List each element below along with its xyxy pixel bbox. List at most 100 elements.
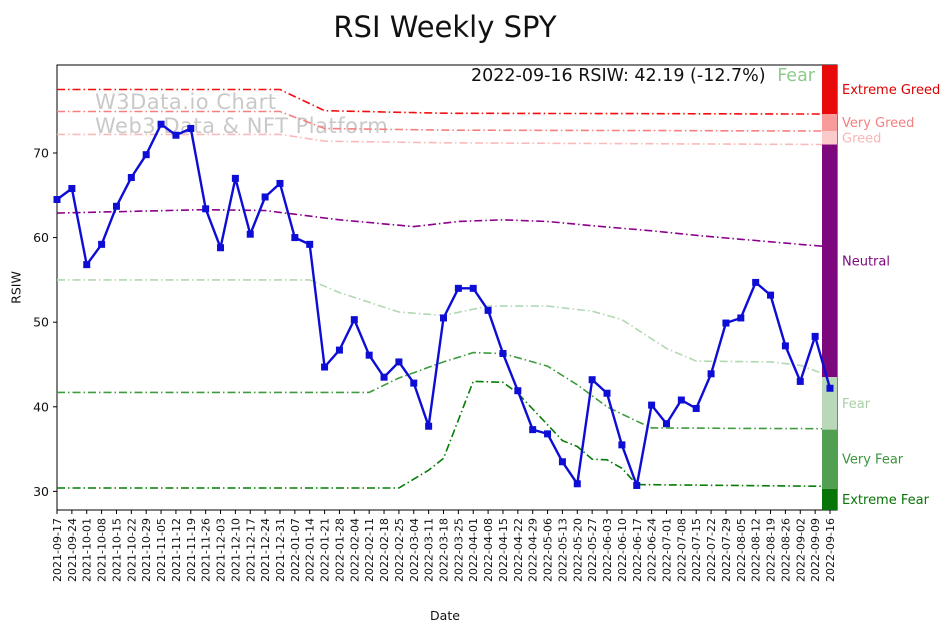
sentiment-bar-extreme-fear <box>822 488 837 510</box>
rsiw-marker-2022-02-18 <box>380 373 388 381</box>
rsiw-marker-2022-09-16 <box>826 384 834 392</box>
rsiw-marker-2021-12-24 <box>261 193 269 201</box>
x-tick-label: 2022-09-02 <box>794 518 807 582</box>
x-tick-label: 2022-01-28 <box>333 518 346 582</box>
x-tick-label: 2022-06-24 <box>646 518 659 582</box>
x-tick-label: 2021-10-22 <box>125 518 138 582</box>
x-tick-label: 2022-04-22 <box>512 518 525 582</box>
rsiw-marker-2022-02-04 <box>350 316 358 324</box>
threshold-line-very-fear <box>57 351 831 430</box>
x-tick-label: 2022-08-05 <box>735 518 748 582</box>
rsiw-marker-2021-09-17 <box>53 196 61 204</box>
threshold-line-neutral <box>56 208 831 248</box>
rsiw-marker-2021-11-26 <box>202 205 210 213</box>
x-tick-label: 2021-11-12 <box>170 518 183 582</box>
rsiw-marker-2022-03-04 <box>410 379 418 387</box>
rsiw-marker-2022-06-03 <box>603 389 611 397</box>
rsiw-marker-2021-09-24 <box>68 185 76 193</box>
rsiw-marker-2022-06-10 <box>618 441 626 449</box>
rsiw-marker-2022-03-18 <box>440 314 447 322</box>
sentiment-bar-neutral <box>822 144 837 378</box>
rsiw-marker-2022-05-27 <box>588 376 596 384</box>
x-tick-label: 2022-05-20 <box>571 518 584 582</box>
x-tick-label: 2022-02-11 <box>363 518 376 582</box>
zone-label-neutral: Neutral <box>842 254 890 269</box>
threshold-line-greed <box>57 133 830 146</box>
x-tick-label: 2021-11-19 <box>185 518 198 582</box>
rsiw-marker-2021-10-29 <box>142 151 150 159</box>
y-tick-label: 30 <box>33 484 49 499</box>
sentiment-bar-very-fear <box>822 429 837 489</box>
x-tick-label: 2022-01-14 <box>304 518 317 582</box>
rsiw-marker-2022-06-17 <box>633 481 641 489</box>
rsiw-marker-2022-07-01 <box>662 420 670 428</box>
x-tick-label: 2022-02-25 <box>393 518 406 582</box>
rsiw-marker-2021-11-05 <box>157 120 165 128</box>
latest-value-annotation: 2022-09-16 RSIW: 42.19 (-12.7%) Fear <box>471 66 815 86</box>
rsiw-marker-2022-01-14 <box>306 240 314 248</box>
rsiw-marker-2022-04-22 <box>514 387 522 395</box>
watermark-line1: W3Data.io Chart <box>95 90 277 114</box>
rsiw-marker-2021-12-10 <box>231 174 239 182</box>
annotation-status: Fear <box>777 66 815 86</box>
rsiw-marker-2022-04-08 <box>484 306 492 314</box>
rsiw-marker-2021-10-08 <box>98 240 106 248</box>
rsiw-marker-2021-12-31 <box>276 179 284 187</box>
rsiw-marker-2022-04-29 <box>529 426 537 434</box>
chart-title: RSI Weekly SPY <box>333 10 557 44</box>
x-tick-label: 2022-09-16 <box>824 518 837 582</box>
x-tick-label: 2022-07-01 <box>660 518 673 582</box>
x-tick-label: 2021-10-01 <box>81 518 94 582</box>
rsiw-marker-2022-09-09 <box>811 332 819 340</box>
x-tick-label: 2021-12-17 <box>244 518 257 582</box>
rsiw-marker-2022-05-13 <box>558 458 566 466</box>
x-tick-label: 2022-06-17 <box>631 518 644 582</box>
y-tick-label: 70 <box>33 145 49 160</box>
rsiw-marker-2022-07-22 <box>707 370 715 378</box>
x-tick-label: 2022-06-03 <box>601 518 614 582</box>
rsiw-marker-2021-12-03 <box>217 244 225 252</box>
x-tick-label: 2022-09-09 <box>809 518 822 582</box>
rsiw-marker-2022-07-29 <box>722 319 730 327</box>
threshold-line-extreme-greed <box>57 88 831 115</box>
x-tick-label: 2022-07-22 <box>705 518 718 582</box>
x-tick-label: 2022-05-27 <box>586 518 599 582</box>
zone-label-extreme-fear: Extreme Fear <box>842 493 930 508</box>
rsiw-marker-2022-01-21 <box>321 363 329 371</box>
x-tick-label: 2022-03-18 <box>438 518 451 582</box>
threshold-line-extreme-fear <box>57 380 831 489</box>
rsiw-marker-2021-11-19 <box>187 124 195 132</box>
rsiw-marker-2021-12-17 <box>246 230 254 238</box>
x-tick-label: 2022-08-12 <box>750 518 763 582</box>
rsiw-marker-2022-03-11 <box>425 422 433 430</box>
x-tick-label: 2022-07-29 <box>720 518 733 582</box>
rsiw-marker-2021-11-12 <box>172 131 180 139</box>
x-tick-label: 2021-12-24 <box>259 518 272 582</box>
rsiw-marker-2022-08-19 <box>767 291 775 299</box>
rsiw-marker-2022-05-06 <box>544 430 552 438</box>
x-tick-label: 2021-10-15 <box>110 518 123 582</box>
x-tick-label: 2022-04-15 <box>497 518 510 582</box>
rsiw-marker-2022-04-01 <box>469 284 477 292</box>
x-tick-label: 2022-01-07 <box>289 518 302 582</box>
x-tick-label: 2021-09-17 <box>51 518 64 582</box>
rsiw-marker-2022-08-05 <box>737 314 745 322</box>
x-tick-label: 2022-03-11 <box>423 518 436 582</box>
x-tick-label: 2022-07-15 <box>690 518 703 582</box>
x-tick-label: 2021-11-05 <box>155 518 168 582</box>
x-tick-label: 2022-01-21 <box>319 518 332 582</box>
y-tick-label: 50 <box>33 315 49 330</box>
x-tick-label: 2022-03-25 <box>452 518 465 582</box>
sentiment-bar-very-greed <box>822 114 837 131</box>
x-tick-label: 2022-08-26 <box>779 518 792 582</box>
x-tick-label: 2022-02-18 <box>378 518 391 582</box>
rsiw-marker-2022-01-28 <box>335 346 343 354</box>
x-tick-label: 2022-05-06 <box>542 518 555 582</box>
x-tick-label: 2022-07-08 <box>675 518 688 582</box>
rsiw-line <box>56 123 832 487</box>
rsiw-marker-2022-04-15 <box>499 349 507 357</box>
zone-label-greed: Greed <box>842 131 881 146</box>
x-tick-label: 2021-09-24 <box>66 518 79 582</box>
y-tick-label: 60 <box>33 230 49 245</box>
rsiw-marker-2022-01-07 <box>291 234 299 242</box>
